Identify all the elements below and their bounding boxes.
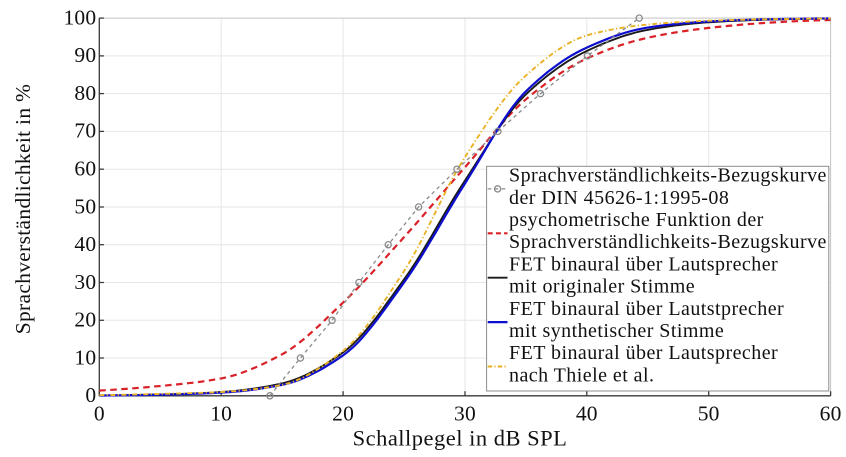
svg-text:der DIN 45626-1:1995-08: der DIN 45626-1:1995-08 — [509, 187, 729, 209]
svg-text:90: 90 — [74, 43, 96, 67]
svg-text:30: 30 — [454, 401, 476, 425]
svg-text:40: 40 — [74, 232, 96, 256]
svg-text:10: 10 — [74, 345, 96, 369]
svg-text:FET binaural über Lautstpreche: FET binaural über Lautstprecher — [509, 298, 784, 320]
svg-text:50: 50 — [698, 401, 720, 425]
svg-text:10: 10 — [210, 401, 232, 425]
svg-text:100: 100 — [63, 5, 96, 29]
svg-text:70: 70 — [74, 119, 96, 143]
svg-text:mit originaler Stimme: mit originaler Stimme — [509, 276, 695, 298]
svg-text:0: 0 — [94, 401, 105, 425]
svg-text:psychometrische Funktion der: psychometrische Funktion der — [509, 209, 764, 231]
svg-text:60: 60 — [74, 157, 96, 181]
svg-text:Sprachverständlichkeits-Bezugs: Sprachverständlichkeits-Bezugskurve — [509, 231, 827, 253]
svg-text:FET binaural über Lautsprecher: FET binaural über Lautsprecher — [509, 253, 778, 275]
svg-text:50: 50 — [74, 194, 96, 218]
svg-text:80: 80 — [74, 81, 96, 105]
svg-text:40: 40 — [576, 401, 598, 425]
svg-text:60: 60 — [820, 401, 842, 425]
svg-text:mit synthetischer Stimme: mit synthetischer Stimme — [509, 320, 724, 342]
svg-text:0: 0 — [85, 383, 96, 407]
svg-text:Sprachverständlichkeits-Bezugs: Sprachverständlichkeits-Bezugskurve — [509, 165, 827, 187]
svg-text:30: 30 — [74, 270, 96, 294]
svg-text:Schallpegel in dB SPL: Schallpegel in dB SPL — [353, 426, 568, 451]
svg-text:Sprachverständlichkeit in %: Sprachverständlichkeit in % — [11, 84, 35, 335]
svg-text:20: 20 — [332, 401, 354, 425]
svg-text:nach Thiele et al.: nach Thiele et al. — [509, 364, 654, 386]
svg-text:20: 20 — [74, 308, 96, 332]
svg-text:FET binaural über Lautsprecher: FET binaural über Lautsprecher — [509, 342, 778, 364]
